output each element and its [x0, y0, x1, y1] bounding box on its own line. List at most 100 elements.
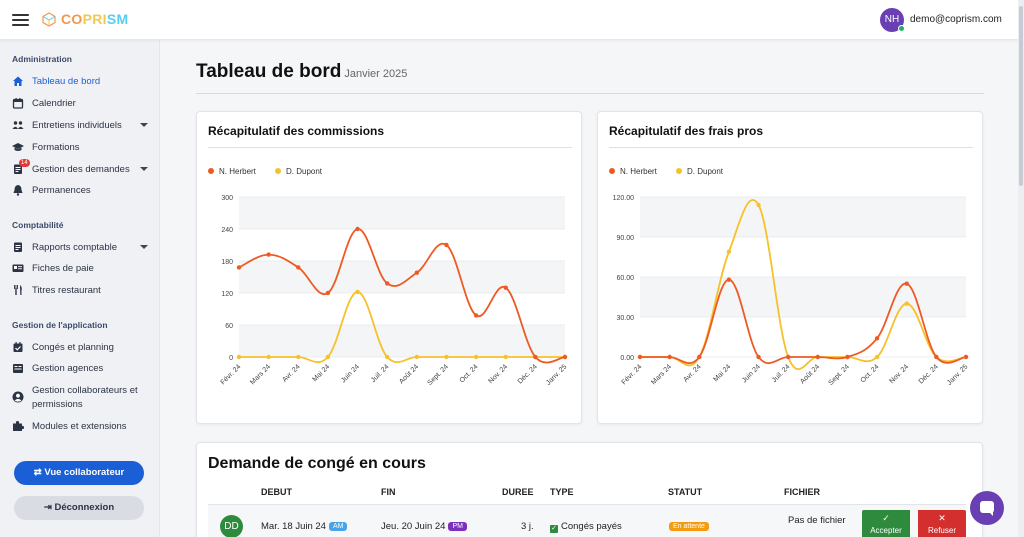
x-tick-label: Avr. 24	[682, 363, 702, 383]
sidebar-item-modules-et-extensions[interactable]: Modules et extensions	[0, 416, 160, 436]
top-bar: COPRISM NH demo@coprism.com	[0, 0, 1024, 40]
data-point	[444, 242, 449, 248]
user-avatar[interactable]: NH	[880, 8, 905, 32]
id-card-icon	[12, 262, 24, 274]
bell-icon	[12, 184, 24, 196]
duration-cell: 3 j.	[521, 521, 534, 532]
document-icon	[12, 163, 24, 175]
cutlery-icon	[12, 284, 24, 296]
data-point	[845, 354, 850, 360]
card-title: Récapitulatif des commissions	[208, 124, 385, 138]
x-tick-label: Août 24	[398, 363, 420, 385]
x-tick-label: Juil. 24	[370, 363, 391, 384]
data-point	[296, 354, 301, 360]
logout-button[interactable]: ⇥ Déconnexion	[14, 496, 144, 520]
grid-band	[239, 197, 565, 229]
y-tick-label: 240	[221, 227, 233, 234]
data-point	[355, 289, 360, 295]
data-point	[904, 281, 909, 286]
data-point	[296, 265, 301, 270]
y-tick-label: 120.00	[613, 195, 635, 202]
chat-icon	[980, 501, 994, 513]
data-point	[503, 354, 508, 360]
sidebar-item-gestion-collaborateurs[interactable]: Gestion collaborateurs et permissions	[0, 380, 160, 412]
chat-button[interactable]	[970, 491, 1004, 525]
data-point	[384, 354, 390, 360]
legend-label: N. Herbert	[620, 167, 658, 176]
sidebar-item-formations[interactable]: Formations	[0, 137, 160, 157]
close-icon: ✕	[938, 513, 946, 523]
x-tick-label: Mars 24	[650, 363, 673, 386]
sidebar-section-administration: Administration	[12, 54, 72, 64]
data-point	[726, 249, 732, 254]
user-email[interactable]: demo@coprism.com	[910, 14, 1002, 25]
legend-item: N. Herbert	[609, 167, 658, 176]
grid-band	[239, 325, 565, 357]
type-cell: ✓ Congés payés	[550, 521, 622, 533]
x-tick-label: Avr. 24	[281, 363, 301, 383]
check-icon: ✓	[550, 525, 558, 533]
x-tick-label: Mai 24	[312, 363, 332, 383]
legend-item: D. Dupont	[275, 167, 323, 176]
data-point	[904, 301, 909, 306]
sidebar-item-rapports-comptable[interactable]: Rapports comptable	[0, 237, 160, 257]
y-tick-label: 60	[225, 323, 233, 330]
legend-label: D. Dupont	[687, 167, 724, 176]
view-collaborator-button[interactable]: ⇄ Vue collaborateur	[14, 461, 144, 485]
y-tick-label: 30.00	[616, 315, 634, 322]
y-tick-label: 0.00	[620, 355, 634, 362]
x-tick-label: Oct. 24	[860, 363, 881, 384]
column-header-type: TYPE	[550, 487, 574, 497]
data-point	[473, 354, 479, 360]
data-point	[785, 354, 791, 360]
x-tick-label: Mars 24	[249, 363, 272, 386]
sidebar-item-permanences[interactable]: Permanences	[0, 180, 160, 200]
data-point	[325, 354, 331, 360]
sidebar-item-gestion-agences[interactable]: Gestion agences	[0, 358, 160, 378]
data-point	[325, 290, 331, 296]
data-point	[815, 354, 821, 360]
card-divider	[208, 147, 572, 148]
legend-marker	[208, 168, 214, 174]
x-tick-label: Juin 24	[340, 363, 361, 384]
sidebar-section-gestion-application: Gestion de l'application	[12, 320, 108, 330]
scrollbar-track[interactable]	[1018, 0, 1024, 537]
grid-band	[640, 277, 966, 317]
sidebar-item-fiches-de-paie[interactable]: Fiches de paie	[0, 258, 160, 278]
accept-button[interactable]: ✓ Accepter	[862, 510, 910, 537]
sidebar-item-tableau-de-bord[interactable]: Tableau de bord	[0, 71, 160, 91]
data-point	[697, 354, 702, 360]
table-row	[208, 504, 966, 537]
sidebar-item-conges-et-planning[interactable]: Congés et planning	[0, 337, 160, 357]
column-header-duration: DUREE	[502, 487, 534, 497]
data-point	[874, 336, 880, 341]
puzzle-icon	[12, 420, 24, 432]
x-tick-label: Janv. 25	[946, 363, 969, 386]
sidebar-item-entretiens-individuels[interactable]: Entretiens individuels	[0, 115, 160, 135]
chevron-down-icon	[140, 245, 148, 249]
x-tick-label: Nov. 24	[487, 363, 509, 385]
expenses-chart-card: Récapitulatif des frais pros N. Herbert D…	[597, 111, 983, 424]
scrollbar-thumb[interactable]	[1019, 6, 1023, 186]
sidebar-item-titres-restaurant[interactable]: Titres restaurant	[0, 280, 160, 300]
y-tick-label: 60.00	[616, 275, 634, 282]
sidebar-item-gestion-des-demandes[interactable]: 14 Gestion des demandes	[0, 159, 160, 179]
leave-requests-card: Demande de congé en cours DEBUT FIN DURE…	[196, 442, 983, 537]
x-tick-label: Oct. 24	[459, 363, 480, 384]
page-subtitle: Janvier 2025	[344, 68, 408, 80]
expenses-line-chart: N. Herbert D. Dupont 0.00 30.00 60.00 90.00 12…	[609, 167, 969, 387]
data-point	[756, 202, 761, 208]
leave-requests-title: Demande de congé en cours	[208, 455, 426, 472]
y-tick-label: 90.00	[616, 235, 634, 242]
legend-marker	[609, 168, 615, 174]
people-icon	[12, 119, 24, 131]
menu-icon[interactable]	[12, 14, 29, 26]
logout-icon: ⇥	[43, 502, 55, 513]
notification-badge: 14	[19, 159, 30, 167]
refuse-button[interactable]: ✕ Refuser	[918, 510, 966, 537]
legend-marker	[275, 168, 281, 174]
sidebar-item-calendrier[interactable]: Calendrier	[0, 93, 160, 113]
x-tick-label: Sept. 24	[827, 363, 850, 386]
x-tick-label: Nov. 24	[888, 363, 910, 385]
data-point	[503, 285, 508, 290]
